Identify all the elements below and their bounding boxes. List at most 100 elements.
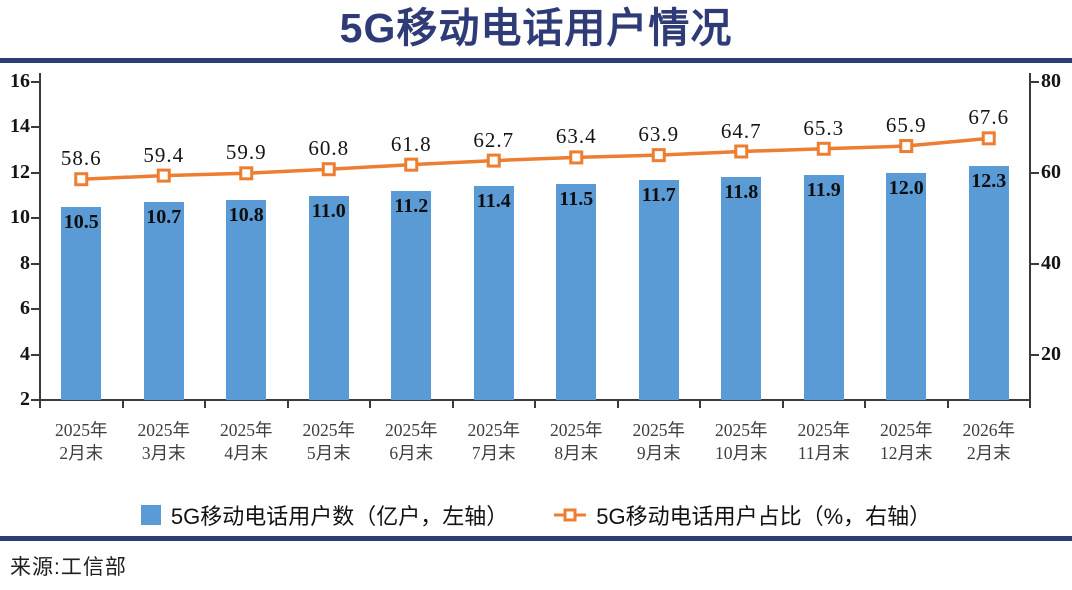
bar-value-label: 12.3 bbox=[971, 170, 1007, 193]
bar-value-label: 12.0 bbox=[888, 176, 924, 199]
bar bbox=[473, 186, 514, 400]
x-axis-category-label: 2025年 11月末 bbox=[782, 419, 866, 465]
trend-line bbox=[81, 136, 989, 181]
line-marker bbox=[734, 144, 749, 159]
x-axis-tick bbox=[864, 400, 866, 408]
legend-item-users: 5G移动电话用户数（亿户，左轴） bbox=[140, 499, 508, 531]
bar-value-label: 11.7 bbox=[641, 183, 676, 206]
x-label-month: 9月末 bbox=[636, 443, 681, 463]
left-axis-tick bbox=[31, 262, 39, 265]
right-axis-tick bbox=[1031, 262, 1039, 265]
legend: 5G移动电话用户数（亿户，左轴） 5G移动电话用户占比（%，右轴） bbox=[0, 499, 1072, 531]
bar bbox=[226, 200, 267, 400]
right-axis-tick-label: 40 bbox=[1041, 251, 1061, 274]
x-label-month: 5月末 bbox=[306, 443, 351, 463]
line-marker bbox=[156, 168, 171, 183]
bar-series-swatch bbox=[140, 505, 161, 525]
line-marker bbox=[486, 153, 501, 168]
x-axis-category-label: 2025年 12月末 bbox=[864, 419, 948, 465]
line-marker bbox=[981, 131, 996, 146]
x-label-year: 2025年 bbox=[715, 420, 768, 440]
right-axis-tick-label: 60 bbox=[1041, 160, 1061, 183]
left-axis-tick bbox=[31, 399, 39, 401]
x-label-year: 2025年 bbox=[797, 420, 851, 440]
left-axis-tick-label: 16 bbox=[10, 70, 30, 92]
x-label-year: 2025年 bbox=[550, 420, 603, 440]
x-axis-category-label: 2025年 4月末 bbox=[204, 419, 288, 465]
x-label-year: 2025年 bbox=[385, 420, 438, 440]
x-axis-tick bbox=[616, 400, 619, 408]
x-axis-tick bbox=[781, 400, 784, 408]
right-axis-tick bbox=[1031, 353, 1039, 356]
page-title: 5G移动电话用户情况 bbox=[339, 5, 733, 51]
bar bbox=[556, 184, 597, 400]
bar-value-label: 11.0 bbox=[311, 199, 346, 222]
x-axis-tick bbox=[286, 400, 289, 408]
x-label-month: 2月末 bbox=[966, 443, 1011, 463]
line-value-label: 63.4 bbox=[555, 124, 597, 149]
x-label-month: 10月末 bbox=[715, 443, 768, 463]
x-label-year: 2026年 bbox=[962, 420, 1016, 440]
line-value-label: 62.7 bbox=[473, 127, 515, 152]
x-axis-category-label: 2025年 7月末 bbox=[452, 419, 536, 465]
x-axis-tick bbox=[534, 400, 536, 408]
left-axis-tick bbox=[31, 217, 39, 220]
line-marker bbox=[74, 172, 89, 187]
bar bbox=[721, 177, 762, 400]
left-axis-tick bbox=[31, 126, 39, 129]
line-value-label: 63.9 bbox=[638, 122, 680, 147]
left-axis-tick-label: 14 bbox=[10, 115, 30, 138]
line-value-label: 58.6 bbox=[60, 146, 102, 171]
x-axis-category-label: 2025年 8月末 bbox=[534, 419, 618, 465]
bar bbox=[638, 179, 679, 400]
x-label-month: 8月末 bbox=[554, 443, 599, 463]
bar bbox=[308, 195, 349, 400]
bar bbox=[803, 175, 844, 400]
left-axis-tick bbox=[31, 353, 39, 356]
left-axis-tick-label: 8 bbox=[20, 251, 30, 274]
x-axis-tick bbox=[451, 400, 454, 408]
bar-value-label: 11.8 bbox=[724, 181, 759, 204]
x-axis-category-label: 2025年 9月末 bbox=[617, 419, 701, 465]
bar-value-label: 10.5 bbox=[63, 210, 99, 233]
x-axis-category-label: 2026年 2月末 bbox=[947, 419, 1031, 465]
line-value-label: 64.7 bbox=[720, 118, 762, 143]
x-label-month: 4月末 bbox=[224, 443, 269, 463]
title-divider bbox=[0, 58, 1072, 63]
x-label-year: 2025年 bbox=[137, 420, 191, 440]
left-axis-tick bbox=[31, 81, 39, 83]
x-label-year: 2025年 bbox=[302, 420, 356, 440]
legend-divider bbox=[0, 536, 1072, 541]
bar-value-label: 11.2 bbox=[394, 195, 429, 218]
x-axis-category-label: 2025年 10月末 bbox=[699, 419, 783, 465]
x-label-month: 11月末 bbox=[797, 443, 850, 463]
x-label-year: 2025年 bbox=[880, 420, 933, 440]
bar-value-label: 11.9 bbox=[806, 179, 841, 202]
x-axis-category-label: 2025年 5月末 bbox=[287, 419, 371, 465]
bar bbox=[61, 206, 102, 400]
right-axis-tick bbox=[1031, 81, 1039, 83]
x-axis-category-label: 2025年 2月末 bbox=[39, 419, 123, 465]
x-label-month: 3月末 bbox=[141, 443, 186, 463]
left-axis-tick-label: 4 bbox=[20, 342, 30, 365]
line-marker bbox=[321, 162, 336, 177]
line-value-label: 61.8 bbox=[390, 131, 432, 156]
x-axis-category-label: 2025年 6月末 bbox=[369, 419, 453, 465]
left-axis-tick-label: 12 bbox=[10, 160, 30, 183]
bar-value-label: 10.7 bbox=[146, 206, 182, 229]
x-axis-tick bbox=[1029, 400, 1031, 408]
x-label-month: 6月末 bbox=[389, 443, 434, 463]
right-axis-tick-label: 20 bbox=[1041, 342, 1061, 365]
bar bbox=[886, 172, 927, 400]
bar bbox=[391, 191, 432, 400]
line-marker bbox=[899, 139, 914, 154]
line-marker bbox=[239, 166, 254, 181]
x-label-month: 2月末 bbox=[59, 443, 104, 463]
line-marker bbox=[404, 157, 419, 172]
legend-item-share: 5G移动电话用户占比（%，右轴） bbox=[554, 499, 931, 531]
left-axis-tick bbox=[31, 171, 39, 174]
left-axis-tick-label: 2 bbox=[20, 388, 30, 410]
